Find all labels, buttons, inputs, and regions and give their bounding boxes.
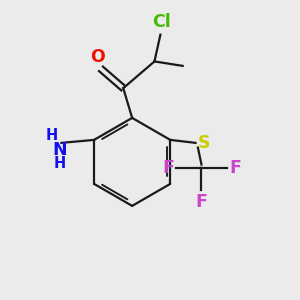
Text: H: H bbox=[46, 128, 58, 143]
Text: S: S bbox=[197, 134, 210, 152]
Text: H: H bbox=[53, 156, 65, 171]
Text: Cl: Cl bbox=[152, 13, 171, 31]
Text: N: N bbox=[52, 141, 67, 159]
Text: F: F bbox=[229, 159, 241, 177]
Text: O: O bbox=[90, 49, 105, 67]
Text: F: F bbox=[196, 193, 207, 211]
Text: F: F bbox=[162, 159, 174, 177]
